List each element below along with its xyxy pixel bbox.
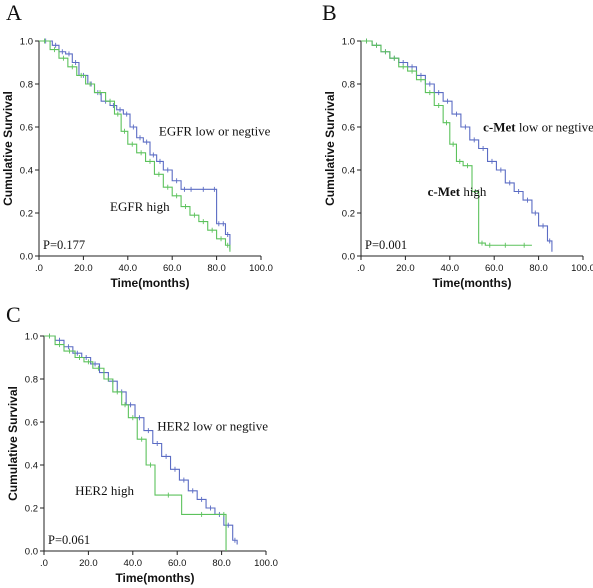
y-tick-label: 1.0 <box>20 37 33 48</box>
x-tick-label: 100.0 <box>571 263 593 274</box>
x-tick-label: .0 <box>357 263 365 274</box>
y-tick-label: 0.6 <box>20 123 33 134</box>
survival-curve-high <box>361 40 532 246</box>
x-tick-label: 60.0 <box>168 558 187 569</box>
y-tick-label: 0.4 <box>20 166 33 177</box>
p-value: P=0.001 <box>365 238 407 252</box>
curve-label: EGFR high <box>110 199 170 214</box>
x-tick-label: 40.0 <box>124 558 143 569</box>
curve-label-suffix: high <box>460 184 487 199</box>
x-tick-label: .0 <box>35 263 43 274</box>
survival-curve-high <box>39 40 231 252</box>
y-tick-label: 1.0 <box>25 332 38 343</box>
y-tick-label: 0.8 <box>20 80 33 91</box>
y-tick-label: 0.6 <box>25 418 38 429</box>
y-axis-title: Cumulative Survival <box>6 386 20 501</box>
y-tick-label: 0.4 <box>25 461 38 472</box>
x-tick-label: 20.0 <box>396 263 415 274</box>
survival-curve-low <box>39 40 231 250</box>
y-tick-label: 0.8 <box>25 375 38 386</box>
x-tick-label: 60.0 <box>163 263 182 274</box>
curve-label: HER2 high <box>75 483 134 498</box>
curve-label: c-Met high <box>428 184 487 199</box>
curve-label-marker: c-Met <box>483 119 516 134</box>
y-tick-label: 0.4 <box>342 166 355 177</box>
y-tick-label: 0.2 <box>25 504 38 515</box>
p-value: P=0.061 <box>48 533 90 547</box>
x-tick-label: 100.0 <box>249 263 273 274</box>
y-tick-label: 0.0 <box>25 547 38 558</box>
x-tick-label: 80.0 <box>529 263 548 274</box>
panel-a: A 0.0 0.2 0.4 0.6 0.8 1.0 .0 20.0 40.0 60.0 80.0 100… <box>1 0 273 290</box>
survival-curve-high <box>44 335 227 551</box>
panel-letter: B <box>322 0 337 25</box>
y-axis-title: Cumulative Survival <box>323 91 337 206</box>
curve-label-marker: c-Met <box>428 184 461 199</box>
panel-b: B 0.0 0.2 0.4 0.6 0.8 1.0 .0 20.0 40.0 60.0 80.0 100… <box>322 0 593 290</box>
y-tick-label: 0.0 <box>342 252 355 263</box>
panel-letter: A <box>6 0 22 25</box>
x-tick-label: 80.0 <box>212 558 231 569</box>
x-tick-label: 40.0 <box>441 263 460 274</box>
y-tick-label: 0.6 <box>342 123 355 134</box>
y-tick-label: 0.8 <box>342 80 355 91</box>
y-tick-label: 0.0 <box>20 252 33 263</box>
y-axis-title: Cumulative Survival <box>1 91 15 206</box>
x-tick-label: 20.0 <box>74 263 93 274</box>
x-tick-label: .0 <box>40 558 48 569</box>
x-axis-title: Time(months) <box>110 276 189 290</box>
curve-label: HER2 low or negtive <box>157 419 268 434</box>
curve-label-suffix: low or negtive <box>516 119 593 134</box>
panel-letter: C <box>6 302 21 327</box>
y-tick-label: 0.2 <box>20 209 33 220</box>
y-tick-label: 1.0 <box>342 37 355 48</box>
x-tick-label: 80.0 <box>207 263 226 274</box>
curve-label: EGFR low or negtive <box>159 124 271 139</box>
x-tick-label: 40.0 <box>119 263 138 274</box>
x-axis-title: Time(months) <box>115 571 194 585</box>
x-tick-label: 60.0 <box>485 263 504 274</box>
survival-curve-low <box>44 335 238 545</box>
p-value: P=0.177 <box>43 238 85 252</box>
y-tick-label: 0.2 <box>342 209 355 220</box>
panel-c: C 0.0 0.2 0.4 0.6 0.8 1.0 .0 20.0 40.0 60.0 80.0 100… <box>6 302 278 585</box>
x-tick-label: 100.0 <box>254 558 278 569</box>
x-tick-label: 20.0 <box>79 558 98 569</box>
x-axis-title: Time(months) <box>432 276 511 290</box>
curve-label: c-Met low or negtive <box>483 119 593 134</box>
